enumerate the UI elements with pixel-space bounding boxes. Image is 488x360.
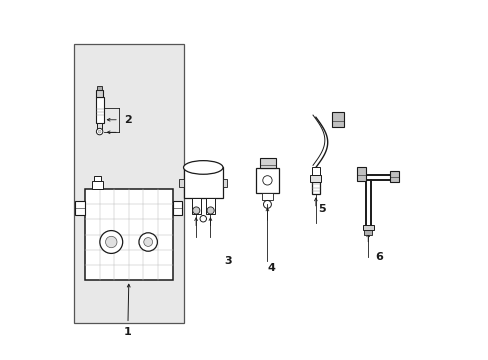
- Bar: [206, 198, 215, 214]
- Bar: [96, 90, 102, 97]
- Bar: [96, 97, 103, 123]
- Circle shape: [105, 236, 117, 248]
- Circle shape: [100, 231, 122, 253]
- Circle shape: [192, 207, 200, 214]
- Bar: [311, 175, 319, 194]
- Bar: [362, 225, 373, 230]
- Bar: [255, 168, 279, 193]
- Bar: [74, 44, 183, 323]
- Bar: [223, 179, 227, 187]
- Bar: [311, 167, 319, 175]
- Text: 6: 6: [374, 252, 382, 262]
- Bar: [262, 193, 272, 200]
- Bar: [357, 167, 365, 181]
- Text: 3: 3: [224, 256, 232, 266]
- Text: 2: 2: [124, 115, 132, 125]
- Bar: [191, 198, 201, 214]
- Bar: [85, 189, 172, 280]
- Bar: [389, 171, 398, 182]
- Text: 5: 5: [317, 204, 325, 214]
- Bar: [94, 176, 101, 181]
- Circle shape: [98, 130, 101, 133]
- Bar: [364, 230, 371, 234]
- Bar: [183, 167, 223, 198]
- Bar: [172, 201, 182, 215]
- Circle shape: [206, 207, 214, 214]
- Bar: [97, 123, 102, 129]
- Circle shape: [143, 238, 152, 246]
- Bar: [332, 112, 343, 127]
- Circle shape: [96, 129, 102, 135]
- Circle shape: [263, 201, 271, 208]
- Bar: [259, 158, 275, 168]
- Bar: [92, 181, 102, 189]
- Ellipse shape: [183, 161, 223, 174]
- Circle shape: [139, 233, 157, 251]
- Bar: [75, 201, 85, 215]
- Circle shape: [262, 176, 271, 185]
- Text: 4: 4: [267, 263, 275, 273]
- Bar: [310, 175, 321, 182]
- Bar: [179, 179, 183, 187]
- Bar: [97, 86, 102, 90]
- Text: 1: 1: [124, 327, 132, 337]
- Circle shape: [200, 216, 206, 222]
